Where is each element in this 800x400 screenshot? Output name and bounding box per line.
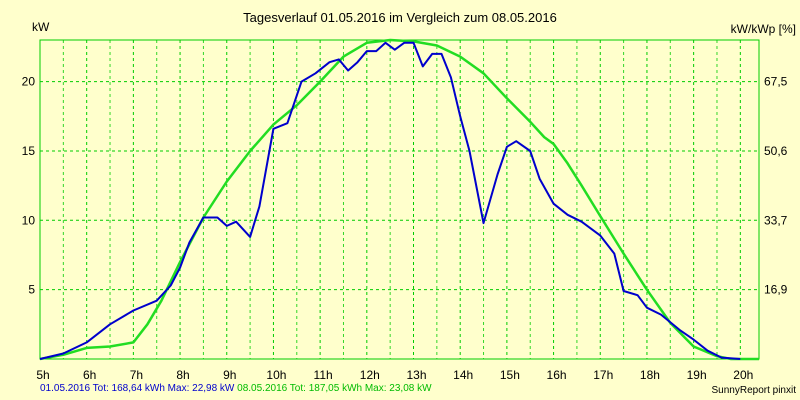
x-tick-label: 5h — [36, 368, 49, 382]
chart-footer: 01.05.2016 Tot: 168,64 kWh Max: 22,98 kW… — [40, 383, 432, 394]
x-tick-label: 20h — [733, 368, 753, 382]
series-line-1 — [39, 41, 741, 360]
chart-title: Tagesverlauf 01.05.2016 im Vergleich zum… — [243, 10, 557, 25]
y-tick-label: 10 — [22, 213, 36, 227]
series-lines — [39, 38, 759, 361]
y-tick-label: 5 — [28, 283, 35, 297]
y2-tick-label: 67,5 — [764, 75, 788, 89]
x-axis-ticks: 5h 6h 7h 8h 9h 10h 11h 12h 13h 14h 15h 16h 17h 18h 19h… — [36, 368, 753, 382]
x-tick-label: 6h — [83, 368, 96, 382]
x-tick-label: 15h — [500, 368, 520, 382]
y-tick-label: 15 — [22, 144, 36, 158]
series1-summary: 01.05.2016 Tot: 168,64 kWh Max: 22,98 kW — [40, 383, 235, 394]
x-tick-label: 8h — [176, 368, 189, 382]
grid — [39, 39, 760, 360]
y2-tick-label: 50,6 — [764, 144, 788, 158]
x-tick-label: 18h — [640, 368, 660, 382]
x-tick-label: 11h — [314, 368, 333, 382]
y2-tick-label: 16,9 — [764, 283, 788, 297]
plot-area — [40, 40, 759, 359]
x-tick-label: 12h — [360, 368, 380, 382]
x-tick-label: 14h — [453, 368, 473, 382]
y2-axis-label: kW/kWp [%] — [730, 22, 796, 36]
x-tick-label: 7h — [130, 368, 143, 382]
x-tick-label: 13h — [406, 368, 426, 382]
y-axis-ticks: 5 10 15 20 — [22, 75, 36, 297]
y-tick-label: 20 — [22, 75, 36, 89]
credit-text: SunnyReport pinxit — [711, 385, 797, 396]
series-line-2 — [39, 38, 759, 361]
y2-axis-ticks: 16,9 33,7 50,6 67,5 — [764, 75, 788, 297]
x-tick-label: 16h — [547, 368, 567, 382]
series2-summary: 08.05.2016 Tot: 187,05 kWh Max: 23,08 kW — [237, 383, 432, 394]
y2-tick-label: 33,7 — [764, 213, 788, 227]
x-tick-label: 10h — [266, 368, 286, 382]
x-tick-label: 17h — [593, 368, 613, 382]
x-tick-label: 19h — [687, 368, 707, 382]
y-axis-label: kW — [32, 20, 50, 34]
x-tick-label: 9h — [223, 368, 236, 382]
